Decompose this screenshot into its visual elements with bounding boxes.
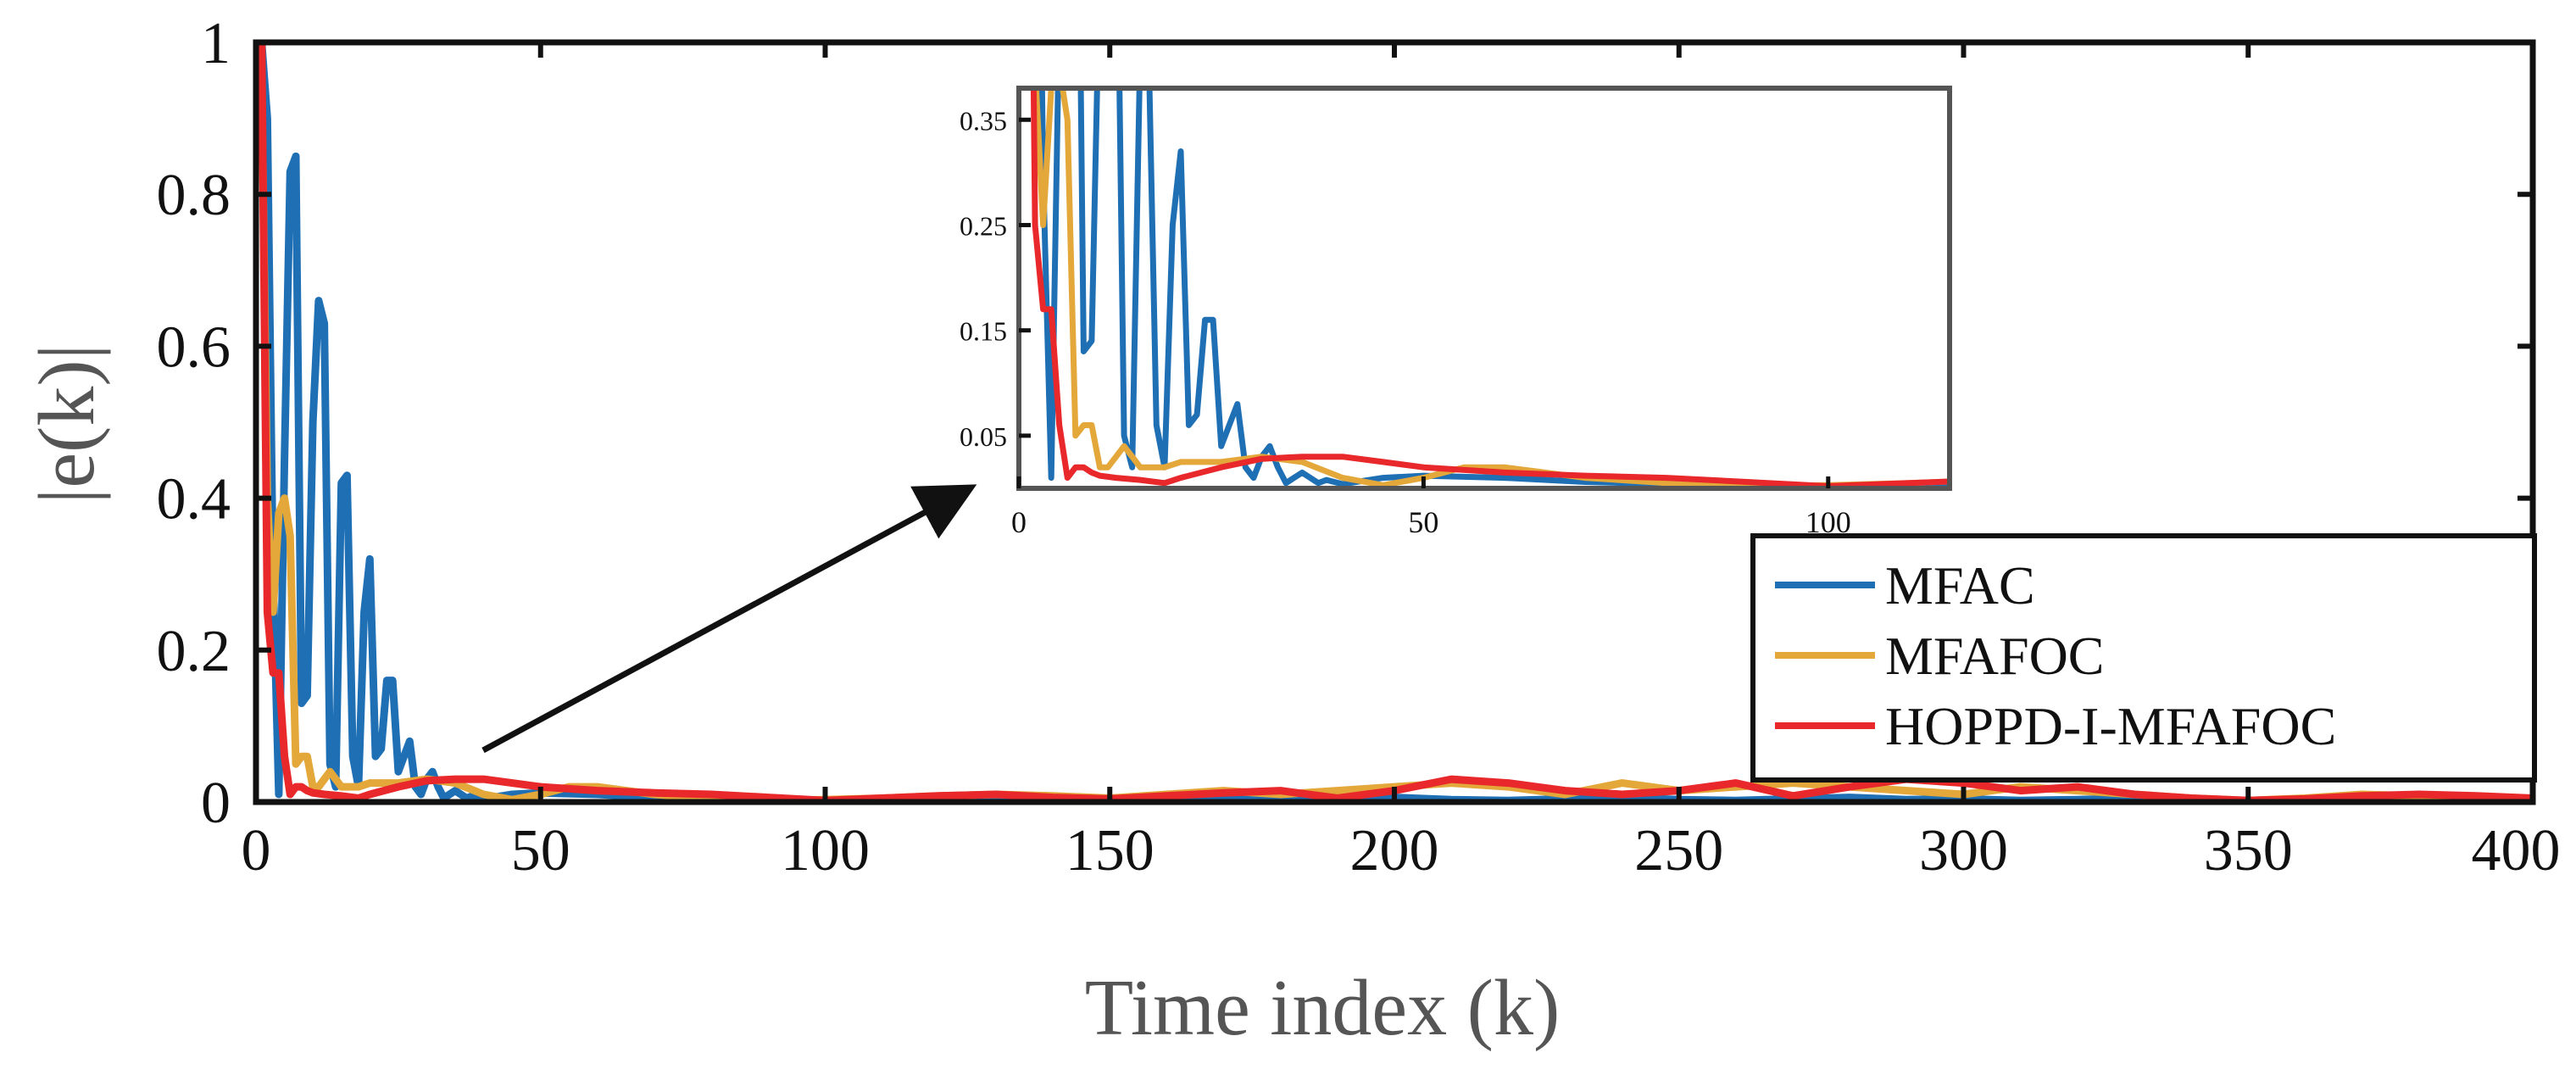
legend-entry-hoppd-i-mfafoc: HOPPD-I-MFAFOC xyxy=(1775,696,2336,756)
y-tick-label: 0.2 xyxy=(157,619,231,684)
x-tick-label: 0 xyxy=(242,818,271,883)
inset-y-tick-label: 0.25 xyxy=(960,210,1007,241)
x-tick-label: 200 xyxy=(1350,818,1439,883)
y-tick-label: 0.6 xyxy=(157,315,231,380)
inset-y-tick-label: 0.35 xyxy=(960,105,1007,136)
inset-series-line-mfac xyxy=(1038,88,1950,488)
inset-x-tick-label: 50 xyxy=(1408,505,1438,539)
zoom-arrow xyxy=(481,484,977,754)
legend-box xyxy=(1750,533,2537,783)
inset-background xyxy=(1019,88,1950,488)
series-line-hoppd-i-mfafoc xyxy=(258,42,2533,802)
inset-y-tick-label: 0.15 xyxy=(960,316,1007,347)
legend-label-hoppd-i-mfafoc: HOPPD-I-MFAFOC xyxy=(1885,696,2336,756)
legend-label-mfac: MFAC xyxy=(1885,555,2035,615)
legend-entry-mfafoc: MFAFOC xyxy=(1775,626,2104,686)
legend-entry-mfac: MFAC xyxy=(1775,555,2035,615)
x-tick-label: 50 xyxy=(511,818,570,883)
inset-plot xyxy=(1019,88,1950,488)
y-axis-title: |e(k)| xyxy=(23,344,111,504)
x-tick-label: 350 xyxy=(2204,818,2293,883)
x-tick-label: 100 xyxy=(781,818,870,883)
x-axis-title: Time index (k) xyxy=(1085,964,1561,1052)
inset-series-line-hoppd-i-mfafoc xyxy=(1030,88,1950,488)
x-tick-label: 300 xyxy=(1919,818,2008,883)
legend: MFAC MFAFOC HOPPD-I-MFAFOC xyxy=(1750,533,2537,783)
main-axes: 0 50 100 150 200 250 300 350 400 0 0.2 0.4 0.6 0.8 1 xyxy=(157,11,2561,883)
y-tick-label: 0 xyxy=(201,771,231,836)
x-tick-label: 250 xyxy=(1634,818,1723,883)
inset-series-lines xyxy=(1030,88,1950,488)
y-tick-label: 1 xyxy=(201,11,231,76)
inset-frame xyxy=(1016,86,1952,491)
inset-y-tick-label: 0.05 xyxy=(960,421,1007,452)
x-tick-label: 400 xyxy=(2472,818,2561,883)
y-tick-label: 0.4 xyxy=(157,467,231,532)
inset-x-tick-label: 0 xyxy=(1011,505,1027,539)
legend-label-mfafoc: MFAFOC xyxy=(1885,626,2104,686)
x-tick-label: 150 xyxy=(1065,818,1154,883)
y-tick-label: 0.8 xyxy=(157,163,231,228)
